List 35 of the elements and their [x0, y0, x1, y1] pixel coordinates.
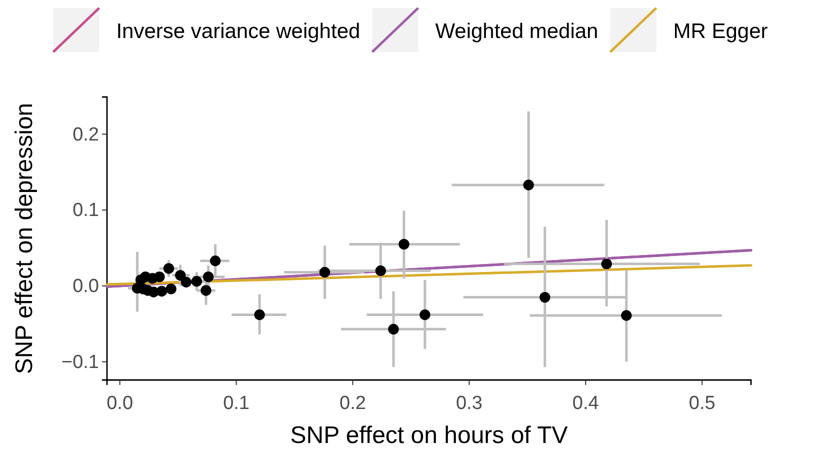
point: [202, 271, 214, 282]
point: [375, 265, 386, 276]
point: [254, 309, 265, 320]
point: [154, 271, 165, 282]
x-tick-label: 0.1: [223, 392, 250, 414]
point: [398, 238, 410, 250]
point: [210, 256, 221, 266]
point: [163, 263, 174, 274]
y-tick-label: 0.1: [72, 200, 99, 222]
point: [191, 276, 202, 287]
y-axis-title: SNP effect on depression: [11, 102, 38, 374]
x-tick-label: 0.3: [456, 392, 482, 414]
point: [180, 276, 192, 288]
y-tick-label: 0.2: [72, 124, 99, 146]
legend-label: MR Egger: [673, 20, 768, 43]
point: [319, 266, 330, 278]
point: [523, 180, 534, 190]
point: [200, 285, 212, 296]
point: [601, 258, 612, 270]
point: [388, 324, 399, 335]
x-axis-title: SNP effect on hours of TV: [290, 422, 568, 449]
point: [420, 309, 430, 320]
legend-label: Inverse variance weighted: [116, 20, 360, 43]
legend-label: Weighted median: [435, 20, 598, 43]
y-tick-label: 0.0: [72, 276, 99, 297]
point: [175, 270, 186, 281]
y-tick-label: −0.1: [61, 352, 99, 373]
point: [166, 284, 176, 294]
point: [621, 310, 632, 321]
x-tick-label: 0.0: [106, 392, 134, 414]
x-tick-label: 0.5: [688, 392, 716, 414]
x-tick-label: 0.2: [340, 392, 366, 414]
point: [148, 286, 159, 298]
x-tick-label: 0.4: [572, 392, 600, 414]
point: [540, 292, 550, 303]
